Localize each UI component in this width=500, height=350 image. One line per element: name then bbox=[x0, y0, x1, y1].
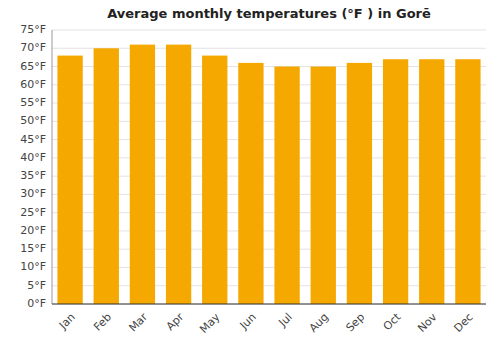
bar bbox=[57, 56, 82, 304]
title: Average monthly temperatures (°F ) in Go… bbox=[107, 6, 431, 21]
x-tick-label: Mar bbox=[126, 310, 150, 334]
bar bbox=[202, 56, 227, 304]
x-tick-label: May bbox=[197, 310, 223, 336]
y-tick-label: 75°F bbox=[20, 23, 46, 36]
y-tick-label: 70°F bbox=[20, 41, 46, 54]
x-tick-label: Apr bbox=[164, 310, 187, 333]
x-tick-label: Oct bbox=[381, 310, 404, 333]
y-tick-label: 0°F bbox=[27, 297, 46, 310]
x-tick-label: Feb bbox=[91, 311, 114, 334]
bar bbox=[455, 59, 480, 304]
y-tick-label: 20°F bbox=[20, 224, 46, 237]
grid-line bbox=[52, 30, 486, 31]
y-tick-label: 25°F bbox=[20, 206, 46, 219]
y-tick-label: 35°F bbox=[20, 169, 46, 182]
bar bbox=[311, 67, 336, 304]
bars bbox=[57, 45, 480, 304]
x-tick-label: Dec bbox=[451, 311, 475, 335]
y-tick-label: 65°F bbox=[20, 60, 46, 73]
y-tick-label: 55°F bbox=[20, 96, 46, 109]
chart-container: 0°F 5°F 10°F 15°F 20°F 25°F 30°F 35°F 40°F 45°F 50… bbox=[0, 0, 500, 350]
y-tick-label: 50°F bbox=[20, 114, 46, 127]
chart: 0°F 5°F 10°F 15°F 20°F 25°F 30°F 35°F 40°F 45°F 50… bbox=[0, 0, 500, 350]
y-tick-label: 15°F bbox=[20, 242, 46, 255]
x-tick-label: Sep bbox=[343, 311, 367, 335]
y-tick-label: 5°F bbox=[27, 279, 46, 292]
x-axis: Jan Feb Mar Apr May Jun Jul Aug Sep Oct Nov Dec bbox=[52, 304, 486, 336]
x-tick-label: Nov bbox=[415, 310, 440, 335]
bar bbox=[166, 45, 191, 304]
x-tick-label: Jul bbox=[276, 311, 295, 330]
bar bbox=[130, 45, 155, 304]
y-axis: 0°F 5°F 10°F 15°F 20°F 25°F 30°F 35°F 40°F 45°F 50… bbox=[20, 23, 52, 310]
bar bbox=[347, 63, 372, 304]
y-tick-label: 45°F bbox=[20, 133, 46, 146]
y-axis-line bbox=[52, 30, 53, 304]
grid-line bbox=[52, 304, 486, 305]
x-tick-label: Jan bbox=[56, 311, 78, 333]
bar bbox=[419, 59, 444, 304]
bar bbox=[274, 67, 299, 304]
x-tick-label: Jun bbox=[237, 311, 259, 333]
x-tick-label: Aug bbox=[307, 311, 331, 335]
grid bbox=[52, 30, 486, 304]
x-axis-line bbox=[52, 304, 486, 305]
y-tick-label: 40°F bbox=[20, 151, 46, 164]
bar bbox=[383, 59, 408, 304]
bar bbox=[238, 63, 263, 304]
y-tick-label: 10°F bbox=[20, 260, 46, 273]
y-tick-label: 60°F bbox=[20, 78, 46, 91]
bar bbox=[94, 48, 119, 304]
y-tick-label: 30°F bbox=[20, 187, 46, 200]
